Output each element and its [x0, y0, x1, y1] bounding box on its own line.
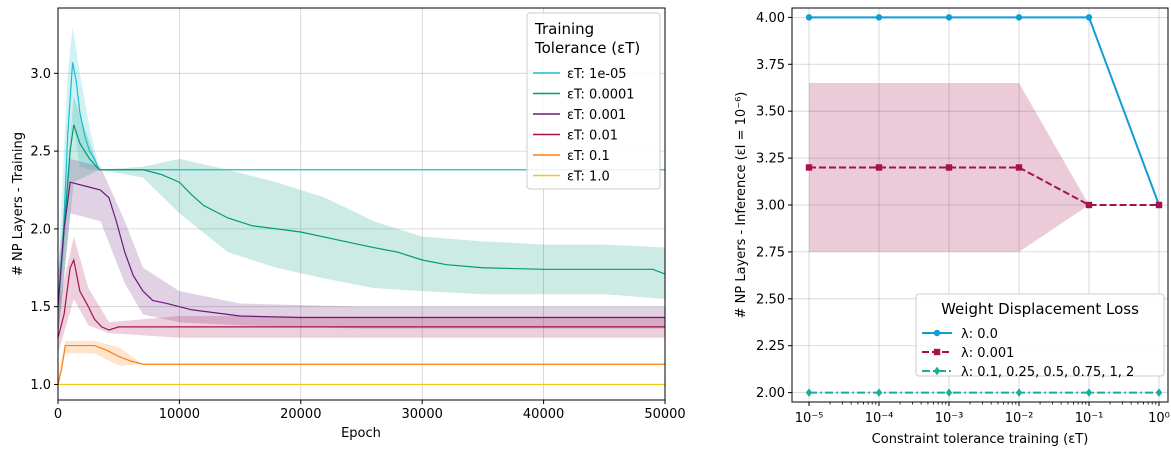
right-legend: Weight Displacement Loss λ: 0.0λ: 0.001λ… [915, 293, 1165, 380]
right-legend-label-1: λ: 0.001 [961, 346, 1014, 361]
right-x-tick-label: 10⁰ [1148, 411, 1170, 426]
right-series-2-point [1155, 388, 1163, 397]
left-series-line-2 [57, 181, 665, 319]
left-series-line-1 [57, 124, 666, 307]
right-y-tick-label: 2.25 [756, 339, 785, 354]
right-series-1-point [945, 164, 953, 171]
right-y-tick-label: 4.00 [756, 11, 785, 26]
left-legend-label-4: εT: 0.1 [567, 149, 610, 164]
left-series-band-4 [58, 340, 665, 385]
left-x-tick-label: 0 [54, 407, 62, 422]
left-series-line-3 [57, 258, 665, 338]
left-series-lines [57, 62, 666, 386]
right-legend-label-2: λ: 0.1, 0.25, 0.5, 0.75, 1, 2 [961, 365, 1134, 380]
right-series-1-point [1085, 201, 1093, 209]
left-y-tick-label: 1.5 [30, 300, 51, 315]
left-y-tick-label: 3.0 [30, 67, 51, 82]
left-legend: Training Tolerance (εT) εT: 1e-05 εT: 0.0… [526, 12, 661, 190]
right-series-1-point [1155, 201, 1163, 209]
right-y-tick-label: 2.50 [756, 292, 785, 307]
right-legend-marker-0 [933, 329, 941, 337]
left-legend-entries: εT: 1e-05 εT: 0.0001 εT: 0.001 εT: 0.01 εT: … [533, 67, 635, 185]
right-series-1-point [805, 164, 813, 171]
left-legend-label-1: εT: 0.0001 [567, 88, 635, 103]
left-legend-box [526, 12, 661, 190]
right-legend-label-0: λ: 0.0 [961, 327, 998, 342]
right-y-tick-label: 3.75 [756, 58, 785, 73]
right-x-tick-label: 10⁻³ [935, 411, 964, 426]
right-series-2-point [1015, 388, 1023, 397]
right-legend-marker-1 [933, 348, 941, 356]
right-series-0-point [805, 14, 813, 21]
right-y-tick-label: 2.75 [756, 245, 785, 260]
right-series-lines [805, 14, 1163, 397]
right-y-tick-label: 3.50 [756, 105, 785, 120]
right-y-ticks: 2.00 2.25 2.50 2.75 3.00 3.25 3.50 3.75 4.00 [756, 11, 792, 401]
left-y-tick-label: 2.0 [30, 222, 51, 237]
right-y-tick-label: 3.25 [756, 152, 785, 167]
right-legend-box [915, 293, 1165, 377]
left-legend-label-2: εT: 0.001 [567, 108, 626, 123]
left-x-axis-label: Epoch [341, 426, 381, 441]
right-legend-entries: λ: 0.0 λ: 0.001 λ: 0.1, 0.25, 0.5, 0.75, 1… [922, 327, 1134, 380]
right-legend-marker-2 [933, 366, 941, 376]
left-plot-frame [57, 7, 666, 401]
left-series-band-3 [58, 236, 665, 354]
left-legend-label-3: εT: 0.01 [567, 129, 618, 144]
left-x-tick-label: 10000 [159, 407, 200, 422]
right-series-line-1 [809, 166, 1159, 206]
left-y-ticks: 1.0 1.5 2.0 2.5 3.0 [30, 67, 58, 393]
left-x-ticks: 0 10000 20000 30000 40000 50000 [54, 400, 686, 422]
left-x-tick-label: 50000 [644, 407, 685, 422]
right-x-ticks: 10⁻⁵ 10⁻⁴ 10⁻³ 10⁻² 10⁻¹ 10⁰ [795, 402, 1170, 426]
left-series-band-2 [58, 158, 665, 338]
left-legend-title-line2: Tolerance (εT) [534, 39, 640, 57]
left-x-tick-label: 40000 [523, 407, 564, 422]
left-x-tick-label: 20000 [280, 407, 321, 422]
left-series-line-4 [57, 344, 665, 385]
right-series-2-point [875, 388, 883, 397]
right-x-tick-label: 10⁻¹ [1075, 411, 1104, 426]
right-y-axis-label: # NP Layers - Inference (εI = 10⁻⁶) [734, 92, 749, 319]
left-x-tick-label: 30000 [402, 407, 443, 422]
right-y-tick-label: 3.00 [756, 199, 785, 214]
right-series-2-point [1085, 388, 1093, 397]
right-series-2-point [805, 388, 813, 397]
right-series-1-point [1015, 164, 1023, 171]
right-series-0-point [1085, 14, 1093, 21]
right-series-0-point [875, 14, 883, 21]
left-y-axis-label: # NP Layers - Training [11, 132, 26, 276]
right-x-tick-label: 10⁻⁵ [795, 411, 824, 426]
right-series-0-point [1015, 14, 1023, 21]
right-legend-title: Weight Displacement Loss [941, 300, 1139, 318]
left-y-tick-label: 1.0 [30, 378, 51, 393]
right-chart: 10⁻⁵ 10⁻⁴ 10⁻³ 10⁻² 10⁻¹ 10⁰ 2.00 2.25 2.50 2.75… [734, 7, 1170, 447]
right-series-2-point [945, 388, 953, 397]
left-series-line-0 [57, 62, 665, 307]
right-series-0-point [945, 14, 953, 21]
right-x-tick-label: 10⁻⁴ [865, 411, 894, 426]
right-y-tick-label: 2.00 [756, 386, 785, 401]
right-series-1-point [875, 164, 883, 171]
right-x-tick-label: 10⁻² [1005, 411, 1034, 426]
left-bands [58, 26, 665, 385]
right-series-line-0 [809, 16, 1160, 206]
left-y-tick-label: 2.5 [30, 145, 51, 160]
left-legend-title-line1: Training [534, 20, 594, 38]
right-x-axis-label: Constraint tolerance training (εT) [872, 432, 1089, 447]
left-legend-label-0: εT: 1e-05 [567, 67, 627, 82]
left-chart: 0 10000 20000 30000 40000 50000 1.0 1.5 2.0 2.5 3… [11, 7, 686, 441]
left-series-band-1 [58, 96, 665, 338]
left-legend-label-5: εT: 1.0 [567, 170, 610, 185]
